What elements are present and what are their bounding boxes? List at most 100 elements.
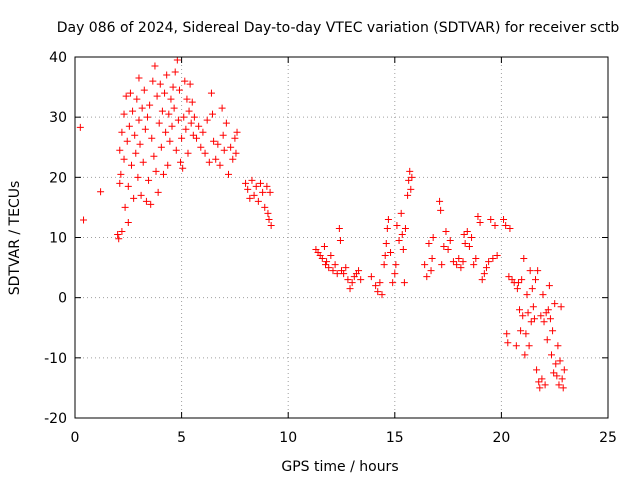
y-tick-label: 10 [49,231,67,247]
data-point [527,318,535,326]
data-point [333,270,341,278]
data-point [158,107,166,115]
data-point [516,306,524,314]
data-point [465,243,473,251]
data-point [189,131,197,139]
data-point [524,309,532,317]
data-point [325,264,333,272]
data-point [423,273,431,281]
x-axis-label: GPS time / hours [281,459,398,475]
data-point [127,161,135,169]
data-point [453,261,461,269]
data-point [404,191,412,199]
data-point [549,327,557,335]
data-point [141,125,149,133]
data-point [380,261,388,269]
data-point [535,378,543,386]
data-point [436,197,444,205]
data-point [517,327,525,335]
data-point [491,221,499,229]
data-point [518,276,526,284]
data-point [405,176,413,184]
data-point [551,300,559,308]
data-point [233,128,241,136]
data-point [374,288,382,296]
data-point [165,110,173,118]
data-point [188,98,196,106]
chart-title: Day 086 of 2024, Sidereal Day-to-day VTE… [57,20,620,36]
data-point [429,234,437,241]
data-point [252,182,260,190]
data-point [135,74,143,82]
data-point [229,155,237,163]
data-point [184,149,192,157]
data-point [149,77,157,85]
data-point [195,122,203,130]
data-point [522,330,530,338]
data-point [506,224,514,232]
data-point [530,315,538,323]
data-point [384,215,392,223]
data-point [468,234,476,241]
data-point [80,216,88,224]
data-point [378,291,386,299]
data-point [555,381,563,389]
data-point [265,215,273,223]
data-point [472,255,480,263]
y-tick-label: -20 [44,411,67,427]
data-point [541,381,549,389]
data-point [395,237,403,245]
data-point [246,194,254,202]
data-point [190,113,198,121]
data-point [346,285,354,293]
data-point [399,246,407,254]
data-point [406,167,414,175]
data-point [174,116,182,124]
grid-lines [75,57,608,418]
data-point [543,336,551,344]
data-point [355,267,363,275]
data-point [340,270,348,278]
data-point [175,86,183,94]
data-point [455,255,463,263]
data-point [261,203,269,211]
data-point [537,312,545,320]
data-point [474,212,482,220]
data-point [242,179,250,187]
data-point [180,113,188,121]
data-point [344,276,352,284]
data-point [203,116,211,124]
data-point [502,221,510,229]
data-point [504,339,512,347]
data-point [118,128,126,136]
data-point [329,267,337,275]
data-point [539,291,547,299]
data-point [323,258,331,266]
data-point [534,267,542,275]
data-point [267,221,275,229]
data-point [256,179,264,187]
y-tick-label: 40 [49,50,67,66]
data-point [485,258,493,266]
data-point [163,71,171,79]
data-point [398,230,406,238]
data-point [444,246,452,254]
data-point [225,170,233,178]
data-point [125,122,133,130]
data-point [372,282,380,290]
data-point [552,360,560,368]
data-point [400,279,408,287]
data-point [438,261,446,269]
data-point [115,235,123,243]
y-tick-label: 20 [49,170,67,186]
data-point [401,224,409,232]
data-point [123,137,131,145]
data-point [550,369,558,377]
x-tick-label: 15 [386,430,404,446]
data-point [513,285,521,293]
data-point [137,191,145,199]
data-point [120,155,128,163]
data-point [393,221,401,229]
x-tick-label: 5 [177,430,186,446]
data-point [318,255,326,263]
